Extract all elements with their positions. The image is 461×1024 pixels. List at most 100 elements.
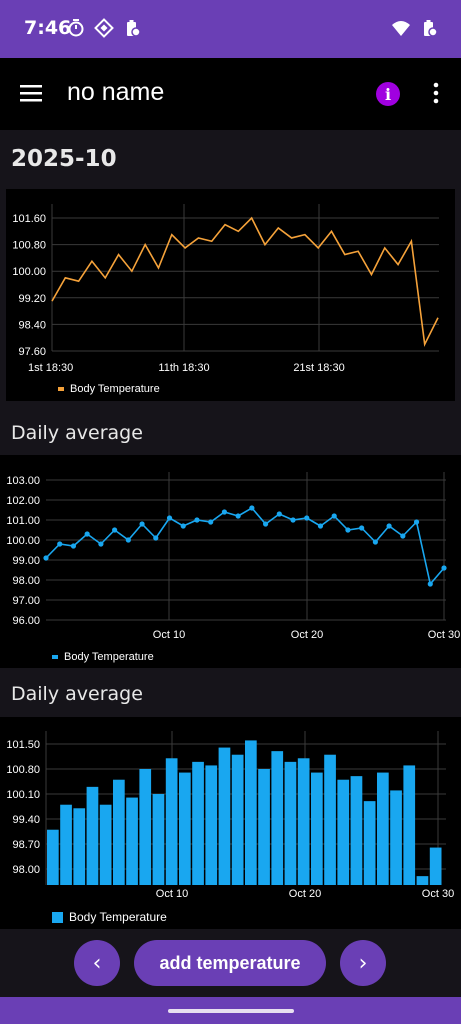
data-point (413, 519, 420, 525)
previous-month-button[interactable]: ‹ (74, 940, 120, 986)
y-tick-label: 100.80 (6, 764, 40, 776)
y-tick-label: 100.80 (12, 240, 46, 252)
y-tick-label: 102.00 (6, 495, 40, 507)
data-bar (47, 829, 59, 885)
data-bar (99, 804, 112, 885)
data-point (57, 541, 63, 547)
y-tick-label: 101.60 (12, 213, 46, 225)
section-title-daily-average-line: Daily average (11, 422, 143, 444)
overflow-menu-icon[interactable] (428, 80, 444, 106)
data-bar (311, 772, 323, 885)
status-time: 7:46 (24, 17, 72, 39)
daily-average-bar-chart[interactable]: 101.50 100.80 100.10 99.40 98.70 98.00 Oct 10 O… (0, 717, 461, 929)
chart-legend: Body Temperature (52, 651, 154, 663)
hourly-line-chart-svg: 101.60 100.80 100.00 99.20 98.40 97.60 1st 18:… (12, 204, 439, 374)
data-bar (60, 804, 72, 885)
status-icons-right (391, 18, 439, 38)
wifi-icon (392, 21, 410, 36)
data-bar (258, 769, 270, 885)
data-point (139, 521, 145, 527)
next-month-button[interactable]: › (340, 940, 386, 986)
data-bar (297, 758, 310, 885)
data-point (400, 533, 406, 539)
data-point (221, 509, 228, 515)
data-point (153, 535, 159, 541)
daily-average-line-chart-svg: 103.00 102.00 101.00 100.00 99.00 98.00 97.00 9… (6, 472, 460, 641)
menu-icon[interactable] (16, 80, 46, 106)
data-point (235, 513, 241, 519)
data-bar (390, 790, 402, 885)
data-bar (231, 754, 244, 885)
y-tick-label: 99.40 (12, 814, 40, 826)
data-bar (271, 751, 284, 885)
x-tick-label: Oct 20 (289, 888, 321, 900)
data-point (441, 565, 447, 571)
legend-swatch (52, 655, 58, 659)
series-line (45, 506, 445, 586)
data-bar (284, 761, 297, 885)
battery-saver-icon (127, 20, 141, 37)
data-point (427, 581, 433, 587)
y-tick-label: 96.00 (12, 615, 40, 627)
data-point (331, 513, 337, 519)
x-tick-label: Oct 10 (153, 629, 185, 641)
data-bar (113, 779, 125, 885)
data-point (290, 517, 296, 523)
y-tick-label: 100.10 (6, 789, 40, 801)
chart-legend: Body Temperature (58, 383, 160, 395)
y-tick-label: 100.00 (6, 535, 40, 547)
hourly-line-chart[interactable]: 101.60 100.80 100.00 99.20 98.40 97.60 1st 18:… (6, 189, 455, 401)
data-bar (324, 754, 336, 885)
x-tick-label: Oct 30 (422, 888, 454, 900)
data-bar (86, 786, 99, 885)
data-bar (165, 758, 178, 885)
status-icons-left (66, 18, 142, 38)
daily-average-bar-chart-svg: 101.50 100.80 100.10 99.40 98.70 98.00 Oct 10 O… (6, 731, 454, 900)
month-label: 2025-10 (11, 146, 117, 172)
x-tick-label: 21st 18:30 (293, 362, 344, 374)
data-bar (192, 761, 204, 885)
x-tick-label: Oct 20 (291, 629, 323, 641)
bottom-action-bar: ‹ add temperature › (0, 929, 461, 997)
data-point (166, 515, 173, 521)
y-tick-label: 98.40 (18, 319, 46, 331)
data-bar (179, 772, 191, 885)
status-bar: 7:46 (0, 0, 461, 58)
x-tick-label: Oct 10 (156, 888, 188, 900)
data-point (180, 523, 186, 529)
add-temperature-button[interactable]: add temperature (134, 940, 326, 986)
data-point (386, 523, 392, 529)
data-bar (245, 740, 257, 885)
y-tick-label: 100.00 (12, 266, 46, 278)
data-bar (403, 765, 416, 885)
home-handle[interactable] (168, 1009, 294, 1013)
data-point (98, 541, 104, 547)
chevron-left-icon: ‹ (92, 950, 102, 976)
x-tick-label: 1st 18:30 (28, 362, 73, 374)
data-point (359, 525, 365, 531)
info-icon[interactable]: i (376, 82, 400, 106)
series-line (51, 216, 439, 348)
legend-label: Body Temperature (64, 651, 154, 663)
chart-content[interactable]: 2025-10 101.60 100.80 100.00 99.20 98.40 97.6… (0, 130, 461, 929)
data-bar (429, 847, 442, 885)
data-bar (152, 794, 165, 885)
data-bar (73, 808, 86, 885)
y-tick-label: 98.00 (12, 864, 40, 876)
x-tick-label: 11th 18:30 (158, 362, 209, 374)
timer-icon (68, 19, 84, 37)
data-point (208, 519, 214, 525)
y-tick-label: 101.00 (6, 515, 40, 527)
data-point (276, 511, 282, 517)
y-tick-label: 103.00 (6, 475, 40, 487)
data-bar (205, 765, 218, 885)
data-bar (350, 776, 363, 885)
x-tick-label: Oct 30 (428, 629, 460, 641)
y-tick-label: 98.00 (12, 575, 40, 587)
data-bar (337, 779, 350, 885)
daily-average-line-chart[interactable]: 103.00 102.00 101.00 100.00 99.00 98.00 97.00 9… (0, 455, 461, 668)
legend-swatch (52, 911, 63, 923)
system-nav-bar (0, 997, 461, 1024)
vpn-diamond-icon (94, 18, 114, 38)
legend-label: Body Temperature (70, 383, 160, 395)
